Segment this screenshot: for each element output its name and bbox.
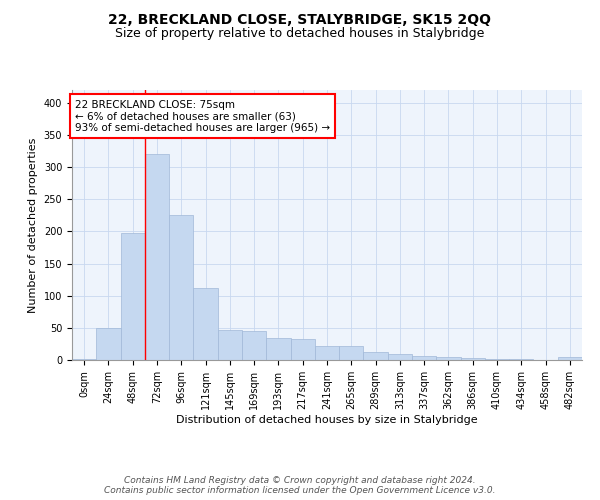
- Bar: [436, 357, 461, 360]
- Bar: [388, 354, 412, 360]
- Bar: [339, 346, 364, 360]
- X-axis label: Distribution of detached houses by size in Stalybridge: Distribution of detached houses by size …: [176, 414, 478, 424]
- Y-axis label: Number of detached properties: Number of detached properties: [28, 138, 38, 312]
- Text: 22, BRECKLAND CLOSE, STALYBRIDGE, SK15 2QQ: 22, BRECKLAND CLOSE, STALYBRIDGE, SK15 2…: [109, 12, 491, 26]
- Bar: [96, 328, 121, 360]
- Bar: [364, 352, 388, 360]
- Text: Size of property relative to detached houses in Stalybridge: Size of property relative to detached ho…: [115, 28, 485, 40]
- Bar: [121, 234, 145, 360]
- Bar: [145, 154, 169, 360]
- Bar: [558, 358, 582, 360]
- Bar: [412, 356, 436, 360]
- Bar: [169, 216, 193, 360]
- Bar: [218, 330, 242, 360]
- Text: Contains HM Land Registry data © Crown copyright and database right 2024.
Contai: Contains HM Land Registry data © Crown c…: [104, 476, 496, 495]
- Bar: [193, 288, 218, 360]
- Bar: [242, 331, 266, 360]
- Text: 22 BRECKLAND CLOSE: 75sqm
← 6% of detached houses are smaller (63)
93% of semi-d: 22 BRECKLAND CLOSE: 75sqm ← 6% of detach…: [75, 100, 330, 133]
- Bar: [461, 358, 485, 360]
- Bar: [315, 346, 339, 360]
- Bar: [290, 339, 315, 360]
- Bar: [485, 358, 509, 360]
- Bar: [266, 338, 290, 360]
